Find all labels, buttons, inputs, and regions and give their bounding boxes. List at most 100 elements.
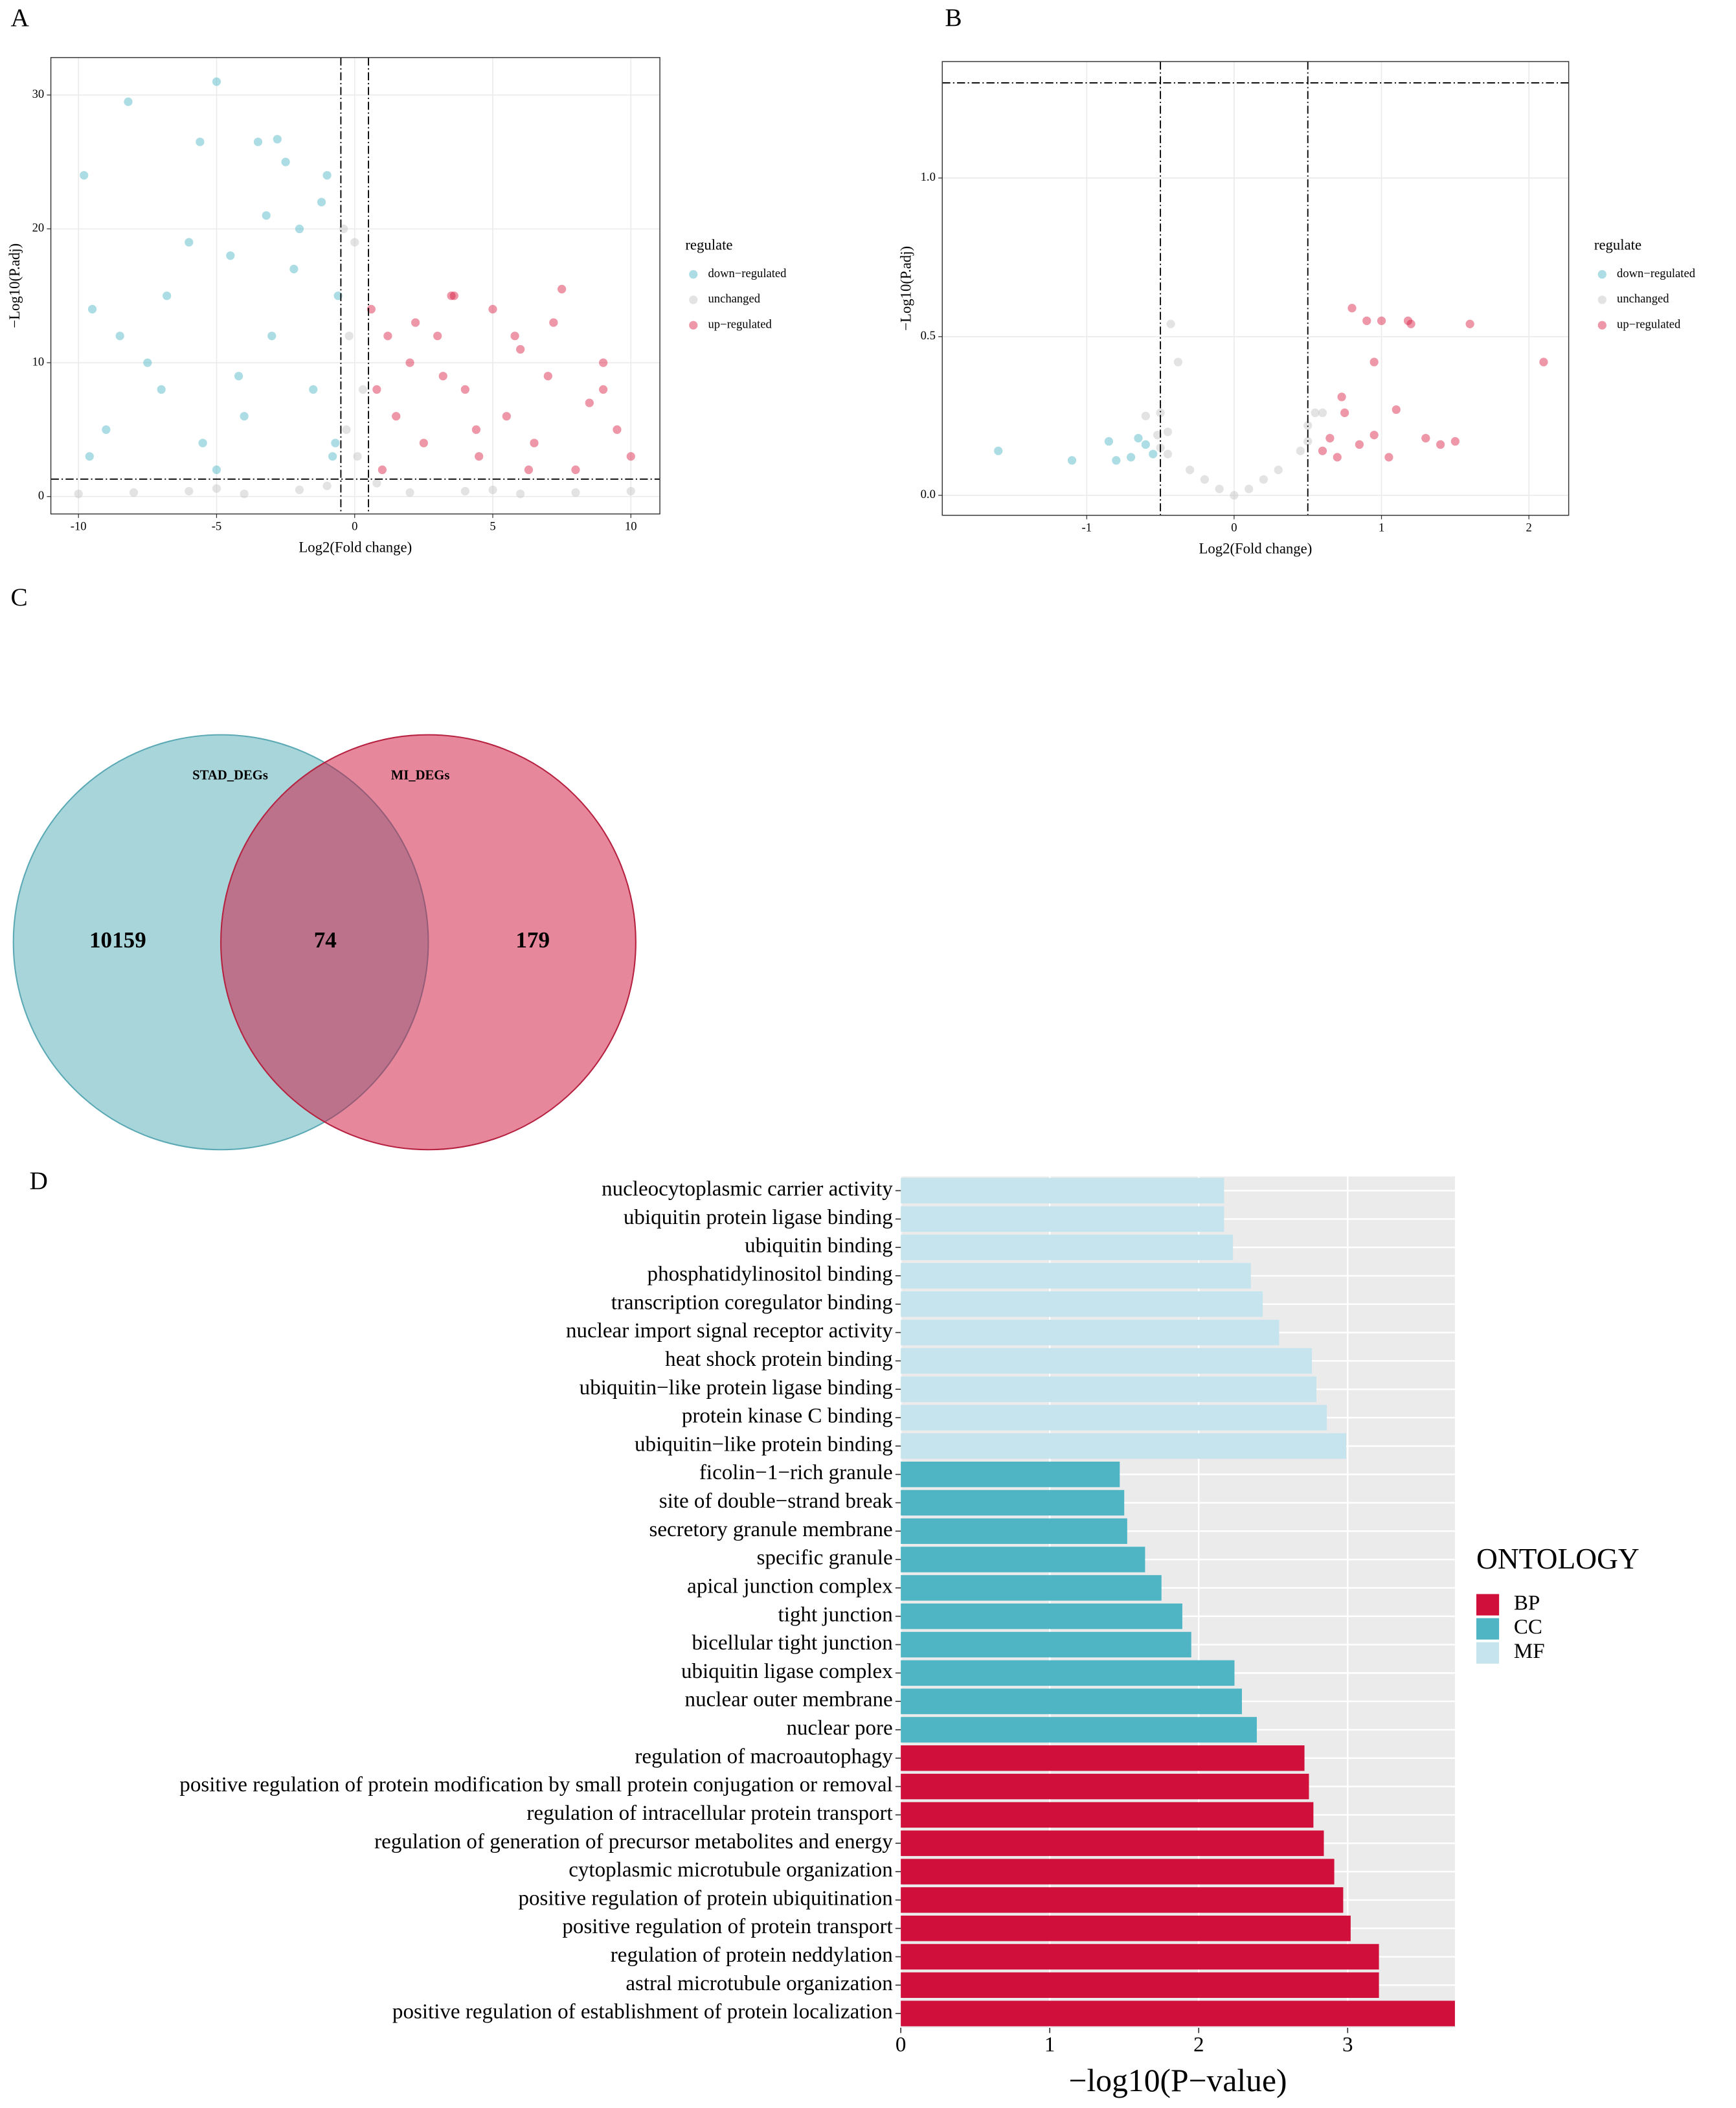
plot-panel — [942, 62, 1569, 516]
legend-key — [1597, 270, 1606, 279]
legend-key — [689, 270, 698, 279]
point — [1186, 465, 1195, 475]
legend-key — [1597, 321, 1606, 330]
bar — [901, 1859, 1335, 1885]
legend-title: regulate — [685, 236, 732, 253]
y-tick-label: 20 — [32, 221, 45, 235]
bar — [901, 1688, 1242, 1714]
point — [1134, 434, 1143, 443]
legend-key — [689, 321, 698, 330]
bar — [901, 1263, 1251, 1289]
point — [342, 425, 351, 435]
bar — [901, 1490, 1125, 1516]
point — [1318, 446, 1327, 455]
point — [124, 97, 133, 106]
point — [1347, 304, 1357, 313]
point — [475, 452, 484, 461]
point — [626, 486, 635, 496]
x-axis-label: Log2(Fold change) — [299, 539, 412, 556]
plot-panel — [901, 1176, 1455, 2028]
y-tick-label: protein kinase C binding — [682, 1405, 893, 1428]
point — [1141, 411, 1150, 420]
point — [1200, 475, 1210, 484]
point — [328, 452, 337, 461]
point — [1465, 319, 1474, 328]
y-tick-label: positive regulation of protein ubiquitin… — [518, 1887, 893, 1910]
point — [571, 488, 580, 497]
bar — [901, 1660, 1235, 1686]
point — [1340, 408, 1349, 418]
set-circle — [220, 734, 637, 1151]
point — [372, 385, 381, 394]
point — [1156, 408, 1165, 418]
y-tick-label: 0.0 — [921, 488, 936, 501]
point — [115, 332, 124, 341]
point — [262, 211, 271, 220]
point — [1337, 392, 1346, 402]
point — [1539, 357, 1548, 367]
legend-label: BP — [1514, 1592, 1540, 1615]
point — [1104, 436, 1114, 446]
point — [317, 198, 326, 207]
legend-label: up−regulated — [1617, 317, 1681, 331]
y-tick-label: regulation of generation of precursor me… — [374, 1830, 893, 1853]
bar — [901, 1575, 1162, 1601]
point — [1311, 408, 1320, 418]
y-tick-label: ubiquitin protein ligase binding — [624, 1206, 893, 1229]
x-tick-label: 0 — [896, 2034, 907, 2057]
y-tick-label: 0.5 — [921, 329, 936, 343]
bar — [901, 2000, 1455, 2026]
point — [1318, 408, 1327, 418]
bar — [901, 1717, 1257, 1743]
y-tick-label: 10 — [32, 355, 45, 368]
y-tick-label: secretory granule membrane — [649, 1518, 893, 1541]
point — [143, 358, 152, 367]
point — [289, 264, 299, 274]
point — [1333, 453, 1342, 462]
panel-label: A — [11, 4, 30, 32]
point — [1274, 465, 1283, 475]
x-axis-label: −log10(P−value) — [1069, 2063, 1287, 2098]
bar — [901, 1405, 1327, 1431]
legend-label: CC — [1514, 1616, 1542, 1639]
point — [358, 385, 368, 394]
point — [1067, 456, 1077, 465]
point — [185, 486, 194, 496]
plot-panel — [51, 57, 660, 514]
y-tick-label: ubiquitin−like protein binding — [635, 1433, 893, 1456]
point — [1436, 440, 1445, 449]
panel-label: B — [945, 4, 962, 32]
point — [1296, 446, 1305, 455]
panel-label: D — [29, 1167, 47, 1195]
legend-label: MF — [1514, 1640, 1545, 1663]
y-tick-label: ubiquitin−like protein ligase binding — [580, 1376, 893, 1400]
point — [322, 481, 332, 490]
point — [1259, 475, 1268, 484]
point — [613, 425, 622, 435]
y-tick-label: positive regulation of establishment of … — [392, 2000, 893, 2024]
legend-label: unchanged — [708, 292, 760, 306]
point — [558, 284, 567, 294]
point — [350, 238, 359, 247]
point — [281, 157, 290, 166]
point — [226, 251, 235, 260]
set-name: MI_DEGs — [391, 768, 450, 782]
point — [1215, 484, 1224, 493]
y-tick-label: phosphatidylinositol binding — [648, 1263, 893, 1286]
point — [383, 332, 392, 341]
bar — [901, 1319, 1279, 1346]
y-tick-label: tight junction — [778, 1603, 894, 1626]
y-tick-label: nuclear import signal receptor activity — [566, 1319, 893, 1343]
point — [74, 489, 83, 499]
point — [372, 479, 381, 488]
point — [543, 372, 552, 381]
x-tick-label: 5 — [490, 520, 495, 534]
bar — [901, 1234, 1234, 1260]
point — [295, 485, 304, 495]
y-tick-label: 30 — [32, 87, 45, 101]
point — [378, 465, 387, 475]
point — [411, 318, 420, 327]
point — [157, 385, 166, 394]
y-tick-label: astral microtubule organization — [626, 1972, 893, 1995]
